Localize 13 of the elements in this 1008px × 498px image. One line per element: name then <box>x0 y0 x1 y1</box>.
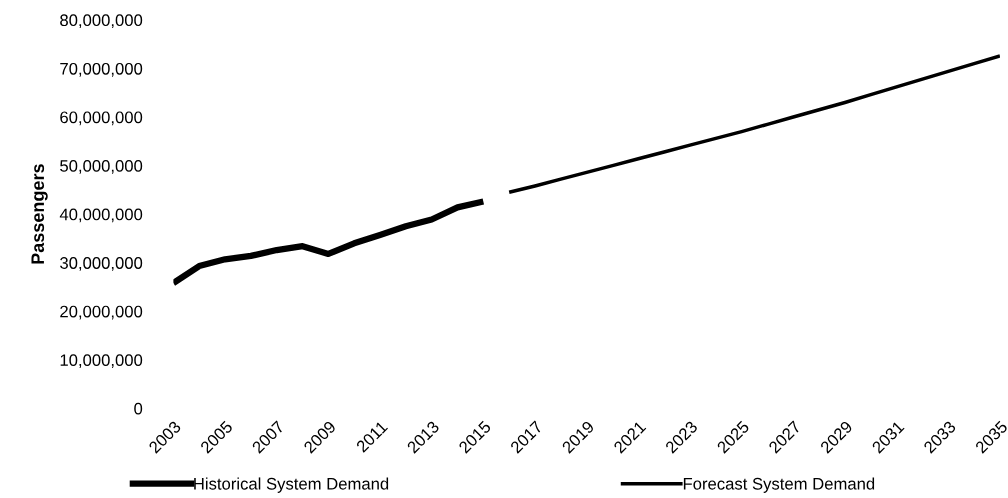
y-axis-title: Passengers <box>31 164 48 264</box>
y-tick-label: 10,000,000 <box>60 354 143 368</box>
legend-label: Forecast System Demand <box>683 477 875 493</box>
y-tick-label: 60,000,000 <box>60 111 143 126</box>
y-tick-label: 20,000,000 <box>60 305 143 320</box>
y-tick-label: 30,000,000 <box>60 257 143 271</box>
y-tick-label: 0 <box>134 402 143 415</box>
y-tick-label: 50,000,000 <box>60 159 143 174</box>
y-tick-label: 40,000,000 <box>59 208 143 223</box>
y-tick-label: 80,000,000 <box>60 14 143 29</box>
line-series <box>507 54 1000 195</box>
y-tick-label: 70,000,000 <box>60 62 143 77</box>
legend-label: Historical System Demand <box>194 477 389 493</box>
